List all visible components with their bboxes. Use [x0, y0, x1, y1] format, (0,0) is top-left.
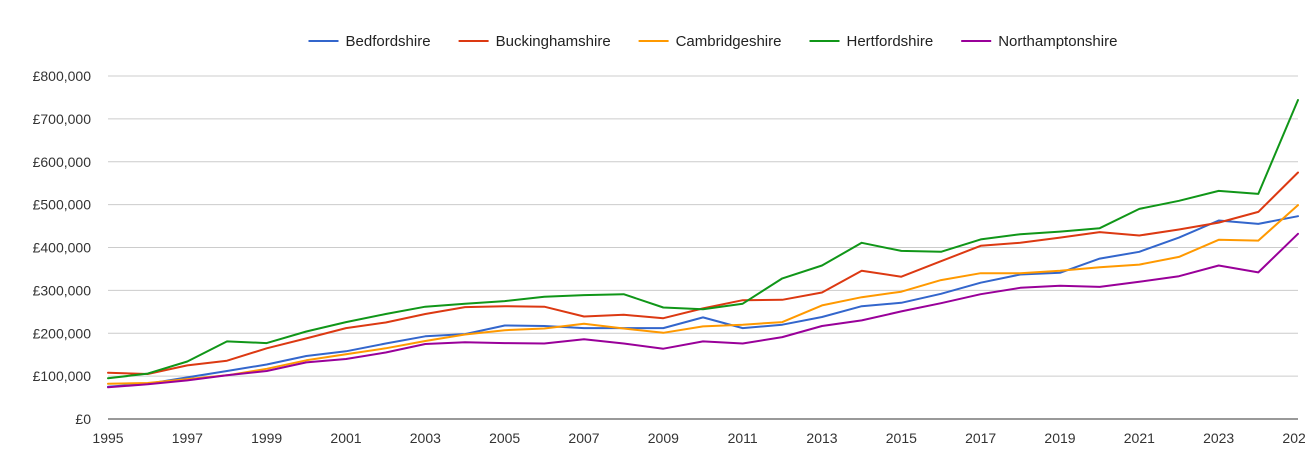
x-tick-label: 2001	[330, 430, 361, 446]
legend-label: Cambridgeshire	[676, 33, 782, 50]
x-tick-label: 2013	[806, 430, 837, 446]
y-tick-label: £700,000	[33, 111, 92, 127]
legend: Bedfordshire Buckinghamshire Cambridgeshir…	[308, 33, 1117, 50]
x-tick-label: 2003	[410, 430, 441, 446]
x-tick-label: 2021	[1124, 430, 1155, 446]
x-tick-label: 2011	[728, 430, 758, 446]
grid	[108, 75, 1298, 420]
x-tick-label: 2015	[886, 430, 917, 446]
x-tick-label: 2025	[1282, 430, 1305, 446]
legend-item-cambridgeshire: Cambridgeshire	[638, 33, 782, 50]
legend-label: Buckinghamshire	[496, 33, 611, 50]
y-tick-label: £500,000	[33, 197, 92, 213]
y-tick-label: £400,000	[33, 240, 92, 256]
x-tick-label: 2017	[965, 430, 996, 446]
y-tick-label: £300,000	[33, 282, 92, 298]
legend-label: Northamptonshire	[998, 33, 1117, 50]
x-tick-label: 2023	[1203, 430, 1234, 446]
series-line-hertfordshire	[107, 99, 1299, 380]
legend-item-hertfordshire: Hertfordshire	[809, 33, 934, 50]
y-tick-label: £100,000	[33, 368, 92, 384]
series-line-buckinghamshire	[107, 171, 1299, 375]
y-tick-label: £200,000	[33, 325, 92, 341]
x-tick-label: 1995	[92, 430, 123, 446]
legend-label: Bedfordshire	[346, 33, 431, 50]
x-tick-label: 1997	[172, 430, 203, 446]
y-axis: £0 £100,000 £200,000 £300,000 £400,000 £500,0…	[33, 68, 92, 427]
x-tick-label: 1999	[251, 430, 282, 446]
legend-label: Hertfordshire	[847, 33, 934, 50]
x-tick-label: 2007	[568, 430, 599, 446]
x-axis: 1995 1997 1999 2001 2003 2005 2007 2009 2011 2013…	[92, 430, 1305, 446]
series-line-cambridgeshire	[107, 204, 1299, 385]
x-tick-label: 2019	[1044, 430, 1075, 446]
x-tick-label: 2005	[489, 430, 520, 446]
legend-item-bedfordshire: Bedfordshire	[308, 33, 431, 50]
series-line-northamptonshire	[107, 232, 1299, 389]
y-tick-label: £600,000	[33, 154, 92, 170]
legend-item-buckinghamshire: Buckinghamshire	[458, 33, 611, 50]
series-line-bedfordshire	[107, 215, 1299, 388]
y-tick-label: £800,000	[33, 68, 92, 84]
legend-item-northamptonshire: Northamptonshire	[961, 33, 1117, 50]
y-tick-label: £0	[75, 411, 91, 427]
x-tick-label: 2009	[648, 430, 679, 446]
series-group	[107, 99, 1299, 389]
